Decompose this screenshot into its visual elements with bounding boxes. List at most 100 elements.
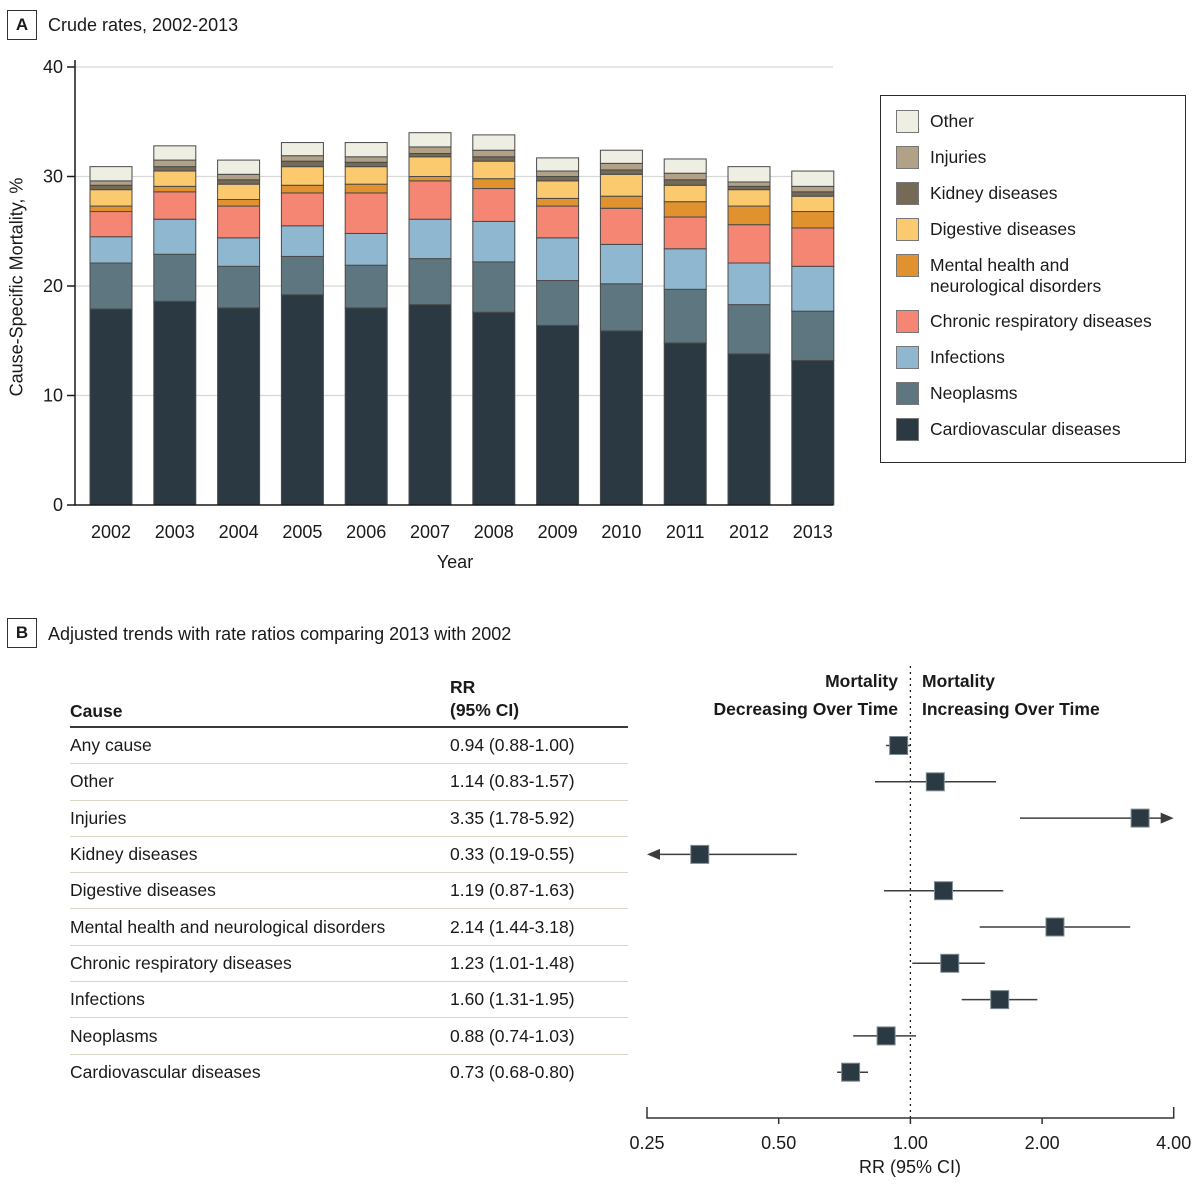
axis-tick-label: 0.50 [761, 1133, 796, 1153]
y-tick-label: 20 [43, 276, 63, 296]
cell-rr-ci: 2.14 (1.44-3.18) [450, 916, 575, 937]
x-tick-label: 2012 [729, 522, 769, 542]
bar-segment [280, 192, 324, 227]
rr-point-marker [925, 772, 945, 792]
legend-item: Neoplasms [896, 382, 1175, 405]
y-tick-label: 40 [43, 57, 63, 77]
forest-header-increasing-line2: Increasing Over Time [922, 699, 1100, 719]
bar-segment [536, 205, 580, 239]
legend-label: Infections [930, 347, 1005, 367]
legend-item: Chronic respiratory diseases [896, 310, 1175, 333]
rr-point-marker [876, 1026, 896, 1046]
bar-segment [89, 262, 133, 310]
bar-segment [217, 205, 261, 239]
bar-segment [791, 170, 835, 187]
cell-rr-ci: 0.73 (0.68-0.80) [450, 1062, 575, 1083]
bar-segment [536, 170, 580, 177]
cell-rr-ci: 3.35 (1.78-5.92) [450, 807, 575, 828]
bar-segment [344, 264, 388, 309]
legend-item: Cardiovascular diseases [896, 418, 1175, 441]
x-tick-label: 2005 [282, 522, 322, 542]
bar-segment [599, 330, 643, 506]
legend-item: Mental health and neurological disorders [896, 254, 1175, 297]
bar-segment [217, 183, 261, 200]
bar-segment [344, 161, 388, 168]
bar-segment [791, 359, 835, 506]
bar-segment [727, 166, 771, 183]
cell-rr-ci: 1.23 (1.01-1.48) [450, 952, 575, 973]
legend-label: Other [930, 111, 974, 131]
forest-axis-label: RR (95% CI) [858, 1157, 961, 1177]
bar-segment [217, 237, 261, 267]
rr-point-marker [690, 844, 710, 864]
x-tick-label: 2007 [410, 522, 450, 542]
cell-cause: Other [70, 771, 114, 792]
axis-tick-label: 0.25 [629, 1133, 664, 1153]
cell-rr-ci: 1.14 (0.83-1.57) [450, 771, 575, 792]
legend-swatch [896, 110, 919, 133]
rate-ratio-table: Cause RR (95% CI) Any cause 0.94 (0.88-1.… [70, 663, 628, 1091]
bar-segment [472, 149, 516, 158]
cell-cause: Infections [70, 989, 145, 1010]
bar-segment [727, 304, 771, 355]
legend-item: Other [896, 110, 1175, 133]
bar-segment [727, 224, 771, 264]
legend-swatch [896, 346, 919, 369]
bar-segment [408, 218, 452, 260]
legend-item: Kidney diseases [896, 182, 1175, 205]
cell-cause: Digestive diseases [70, 880, 216, 901]
bar-segment [536, 324, 580, 506]
bar-segment [663, 179, 707, 186]
bar-segment [472, 160, 516, 180]
bar-segment [727, 353, 771, 506]
bar-segment [89, 180, 133, 186]
rr-point-marker [933, 881, 953, 901]
table-row: Kidney diseases 0.33 (0.19-0.55) [70, 837, 628, 874]
panel-a-label-box: A [7, 10, 37, 40]
bar-segment [89, 184, 133, 191]
bar-segment [791, 191, 835, 197]
bar-segment [153, 191, 197, 220]
forest-header-decreasing-line2: Decreasing Over Time [713, 699, 899, 719]
bar-segment [599, 149, 643, 164]
right-arrowhead [1160, 812, 1174, 824]
bar-segment [663, 342, 707, 506]
bar-segment [89, 308, 133, 506]
rr-point-marker [1045, 917, 1065, 937]
bar-segment [599, 173, 643, 197]
bar-segment [472, 220, 516, 263]
y-tick-label: 0 [53, 495, 63, 515]
bar-segment [408, 132, 452, 148]
bar-segment [344, 183, 388, 194]
legend-box: Other Injuries Kidney diseases Digestive di… [880, 95, 1186, 463]
bar-segment [599, 243, 643, 285]
bar-segment [727, 205, 771, 226]
bar-segment [472, 156, 516, 162]
table-header-cause: Cause [70, 701, 123, 721]
bar-segment [791, 310, 835, 361]
bar-segment [599, 283, 643, 332]
legend-item: Injuries [896, 146, 1175, 169]
cell-cause: Any cause [70, 735, 152, 756]
cell-rr-ci: 0.33 (0.19-0.55) [450, 844, 575, 865]
bar-segment [536, 280, 580, 326]
table-row: Digestive diseases 1.19 (0.87-1.63) [70, 873, 628, 910]
bar-segment [472, 188, 516, 222]
rr-point-marker [1130, 808, 1150, 828]
axis-tick-label: 1.00 [893, 1133, 928, 1153]
x-tick-label: 2008 [474, 522, 514, 542]
rr-point-marker [990, 990, 1010, 1010]
bar-segment [663, 248, 707, 290]
bar-segment [472, 261, 516, 313]
bar-segment [217, 307, 261, 506]
x-tick-label: 2009 [538, 522, 578, 542]
bar-segment [472, 311, 516, 506]
legend-swatch [896, 310, 919, 333]
x-tick-label: 2002 [91, 522, 131, 542]
bar-segment [791, 265, 835, 312]
cell-cause: Mental health and neurological disorders [70, 916, 386, 937]
bar-segment [344, 192, 388, 234]
bar-segment [280, 142, 324, 157]
legend-label: Digestive diseases [930, 219, 1076, 239]
